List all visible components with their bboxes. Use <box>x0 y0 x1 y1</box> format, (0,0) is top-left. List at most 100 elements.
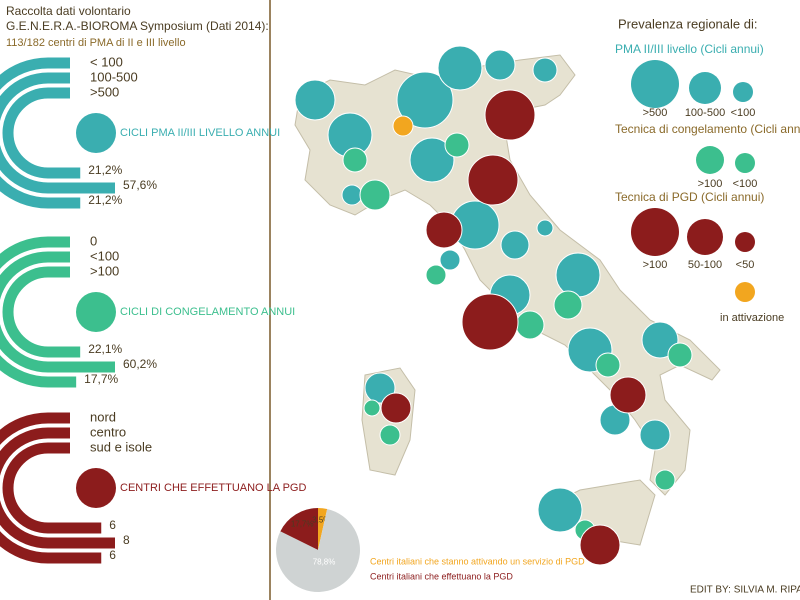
map-marker <box>537 487 583 533</box>
map-marker <box>609 376 647 414</box>
map-marker <box>425 211 463 249</box>
map-marker <box>341 184 363 206</box>
map-marker <box>461 293 519 351</box>
map-marker <box>439 249 461 271</box>
value-label: 8 <box>123 533 130 547</box>
pie-legend: Centri italiani che stanno attivando un … <box>370 556 585 566</box>
legend-circle <box>733 82 753 102</box>
map-marker <box>641 321 679 359</box>
category-label: >500 <box>90 84 119 99</box>
map-marker <box>515 310 545 340</box>
footer: EDIT BY: SILVIA M. RIPA <box>690 585 800 596</box>
arc-bar <box>0 57 81 209</box>
section-title: CICLI DI CONGELAMENTO ANNUI <box>120 306 295 318</box>
legend-circle <box>735 282 755 302</box>
map-marker <box>359 179 391 211</box>
value-label: 60,2% <box>123 357 157 371</box>
arc-bar <box>0 72 115 194</box>
map-marker <box>380 392 412 424</box>
legend-title: Prevalenza regionale di: <box>618 16 757 31</box>
map-marker <box>425 264 447 286</box>
map-marker <box>396 71 454 129</box>
legend-label: >100 <box>643 259 668 271</box>
category-label: nord <box>90 409 116 424</box>
map-marker <box>532 57 558 83</box>
legend-circle <box>689 72 721 104</box>
map-marker <box>579 524 621 566</box>
category-label: 0 <box>90 233 97 248</box>
legend-pgd-title: Tecnica di PGD (Cicli annui) <box>615 190 764 204</box>
title: Raccolta dati volontario <box>6 4 131 18</box>
note: 113/182 centri di PMA di II e III livell… <box>6 37 186 49</box>
legend-label: 100-500 <box>685 107 725 119</box>
map-marker <box>484 89 536 141</box>
section-title: CICLI PMA II/III LIVELLO ANNUI <box>120 127 280 139</box>
value-label: 17,7% <box>84 372 118 386</box>
map-marker <box>595 352 621 378</box>
arc-bar <box>0 412 102 564</box>
category-label: <100 <box>90 248 119 263</box>
legend-circle <box>735 232 755 252</box>
legend-circle <box>631 208 679 256</box>
section-icon <box>76 292 116 332</box>
arc-bar <box>0 236 77 388</box>
value-label: 6 <box>109 518 116 532</box>
arc-bar <box>2 87 81 179</box>
map-marker <box>667 342 693 368</box>
legend-circle <box>687 219 723 255</box>
map-marker <box>379 424 401 446</box>
map-marker <box>467 154 519 206</box>
map-marker <box>437 45 483 91</box>
pie-slice <box>275 509 360 592</box>
value-label: 6 <box>109 548 116 562</box>
value-label: 57,6% <box>123 178 157 192</box>
pie-slice <box>280 508 318 550</box>
section-title: CENTRI CHE EFFETTUANO LA PGD <box>120 482 306 494</box>
map-marker <box>363 399 381 417</box>
map-marker <box>536 219 554 237</box>
map-marker <box>553 290 583 320</box>
map-marker <box>444 132 470 158</box>
section-icon <box>76 468 116 508</box>
map-marker <box>484 49 516 81</box>
map-marker <box>409 137 455 183</box>
legend-label: <100 <box>733 178 758 190</box>
arc-bar <box>2 266 81 358</box>
section-icon <box>76 113 116 153</box>
value-label: 22,1% <box>88 342 122 356</box>
map-marker <box>294 79 336 121</box>
pie-legend: Centri italiani che effettuano la PGD <box>370 571 513 581</box>
value-label: 21,2% <box>88 193 122 207</box>
arc-bar <box>2 442 102 534</box>
legend-label: 50-100 <box>688 259 722 271</box>
legend-label: >100 <box>698 178 723 190</box>
pie-label: 17,7% <box>291 520 314 529</box>
legend-circle <box>735 153 755 173</box>
category-label: >100 <box>90 263 119 278</box>
legend-freeze-title: Tecnica di congelamento (Cicli annui) <box>615 122 800 136</box>
pie-slice <box>318 508 328 550</box>
arc-bar <box>0 251 115 373</box>
value-label: 21,2% <box>88 163 122 177</box>
legend-circle <box>696 146 724 174</box>
category-label: < 100 <box>90 54 123 69</box>
map-marker <box>392 115 414 137</box>
legend-circle <box>631 60 679 108</box>
pie-label: 3,5% <box>312 515 330 524</box>
map-marker <box>555 252 601 298</box>
map-marker <box>500 230 530 260</box>
legend-label: <100 <box>731 107 756 119</box>
arc-bar <box>0 427 115 549</box>
legend-pma-title: PMA II/III livello (Cicli annui) <box>615 42 764 56</box>
category-label: 100-500 <box>90 69 138 84</box>
category-label: centro <box>90 424 126 439</box>
category-label: sud e isole <box>90 439 152 454</box>
legend-label: <50 <box>736 259 755 271</box>
legend-label: in attivazione <box>720 312 784 324</box>
map-marker <box>639 419 671 451</box>
subtitle: G.E.N.E.R.A.-BIOROMA Symposium (Dati 201… <box>6 19 269 33</box>
map-marker <box>654 469 676 491</box>
map-marker <box>342 147 368 173</box>
pie-label: 78,8% <box>313 558 336 567</box>
